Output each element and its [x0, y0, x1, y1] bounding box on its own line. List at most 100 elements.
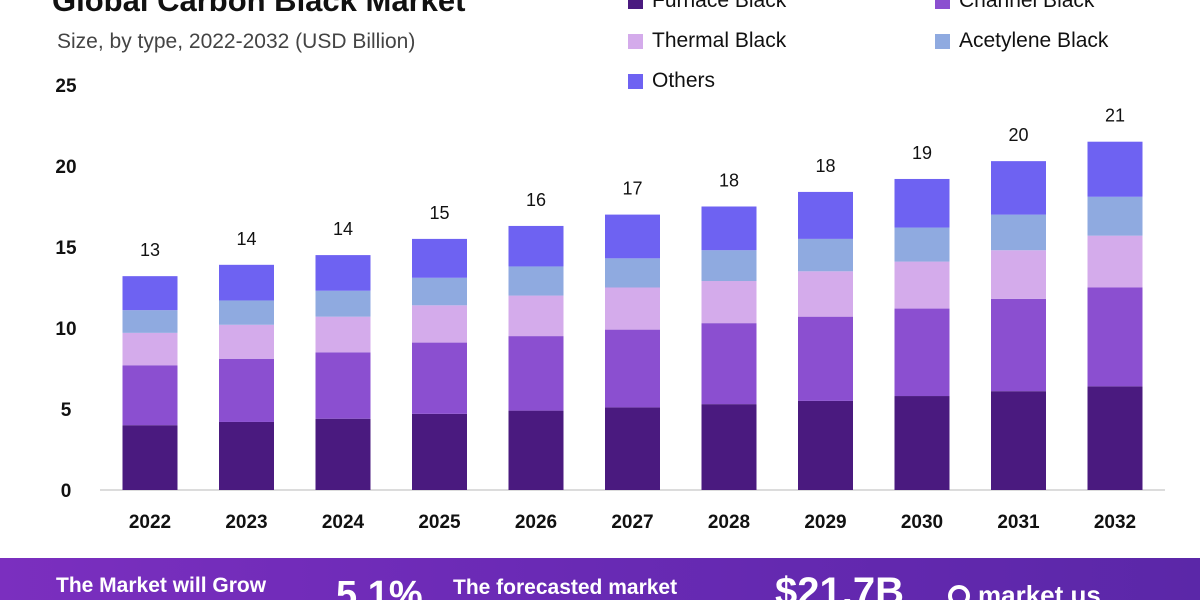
x-tick-label: 2026	[515, 512, 557, 533]
y-tick-label: 0	[61, 481, 72, 502]
bar-segment	[798, 400, 853, 490]
legend-label: Furnace Black	[652, 0, 787, 12]
bar-segment	[315, 316, 371, 353]
x-tick-label: 2028	[708, 512, 750, 533]
bar-segment	[1087, 235, 1143, 288]
legend-label: Thermal Black	[652, 29, 787, 52]
bar-segment	[701, 206, 757, 251]
legend-item: Thermal Black	[628, 29, 786, 53]
legend-swatch	[935, 0, 950, 9]
x-tick-label: 2025	[418, 512, 461, 533]
bar-segment	[701, 250, 757, 282]
legend-label: Others	[652, 69, 716, 92]
bar-segment	[605, 287, 660, 330]
brand-name: market.us	[978, 580, 1101, 600]
x-tick-label: 2024	[322, 512, 365, 533]
bar-total-label: 18	[815, 156, 835, 176]
y-tick-label: 20	[55, 157, 76, 178]
bar-segment	[605, 258, 660, 288]
bar-segment	[605, 214, 660, 259]
chart-title: Global Carbon Black Market	[52, 0, 466, 18]
bar-segment	[991, 298, 1046, 392]
legend-swatch	[628, 0, 643, 9]
bar-segment	[1087, 287, 1143, 387]
bar-total-label: 14	[333, 219, 353, 239]
x-tick-label: 2032	[1094, 512, 1136, 533]
bar-segment	[122, 276, 178, 311]
bar-total-label: 20	[1008, 125, 1028, 145]
legend-swatch	[628, 33, 643, 49]
forecast-text: The forecasted market	[453, 576, 678, 599]
bar-segment	[122, 425, 178, 490]
bar-total-label: 16	[526, 190, 546, 210]
chart-subtitle: Size, by type, 2022-2032 (USD Billion)	[57, 30, 416, 53]
x-tick-label: 2029	[804, 512, 846, 533]
bar-total-label: 15	[429, 203, 449, 223]
y-tick-label: 25	[55, 76, 77, 97]
bar-segment	[508, 266, 564, 296]
bar-segment	[412, 342, 467, 414]
bar-segment	[798, 191, 853, 239]
bar-total-label: 17	[622, 179, 642, 199]
bar-segment	[412, 413, 467, 490]
bar-segment	[508, 336, 564, 411]
legend-item: Acetylene Black	[935, 29, 1108, 53]
grow-text: The Market will Grow	[56, 574, 267, 597]
bar-segment	[122, 365, 178, 426]
bar-segment	[1087, 141, 1143, 197]
brand-logo-icon	[948, 584, 970, 600]
bar-segment	[219, 264, 274, 301]
x-tick-label: 2027	[611, 512, 653, 533]
bar-segment	[894, 261, 950, 309]
x-tick-label: 2023	[225, 512, 267, 533]
legend-label: Acetylene Black	[959, 29, 1109, 52]
bar-segment	[798, 238, 853, 272]
bar-segment	[315, 290, 371, 317]
bar-segment	[219, 358, 274, 422]
legend-item: Furnace Black	[628, 0, 786, 13]
bar-segment	[894, 308, 950, 397]
x-tick-label: 2031	[997, 512, 1040, 533]
bar-segment	[315, 352, 371, 419]
bar-segment	[122, 332, 178, 366]
bar-segment	[991, 250, 1046, 299]
bar-segment	[1087, 386, 1143, 490]
legend-swatch	[935, 33, 950, 49]
bar-segment	[219, 300, 274, 325]
legend-item: Others	[628, 69, 715, 93]
y-tick-label: 15	[55, 238, 77, 259]
bar-segment	[991, 161, 1046, 215]
bar-segment	[315, 418, 371, 490]
bar-segment	[605, 407, 660, 490]
bar-segment	[412, 305, 467, 343]
legend-label: Channel Black	[959, 0, 1095, 12]
bar-segment	[219, 421, 274, 490]
bar-segment	[508, 410, 564, 490]
legend-swatch	[628, 73, 643, 89]
bar-segment	[894, 396, 950, 490]
legend-item: Channel Black	[935, 0, 1094, 13]
bar-segment	[219, 324, 274, 359]
bar-segment	[701, 323, 757, 405]
y-tick-label: 10	[55, 319, 76, 340]
chart-legend: Furnace Black Channel Black Thermal Black A…	[0, 0, 1200, 110]
bar-total-label: 13	[140, 240, 160, 260]
x-tick-label: 2030	[901, 512, 943, 533]
bar-segment	[122, 310, 178, 333]
summary-banner: The Market will Grow 5.1% The forecasted…	[0, 558, 1200, 600]
brand-logo: market.us	[948, 580, 1101, 600]
y-tick-label: 5	[61, 400, 72, 421]
bar-segment	[605, 329, 660, 408]
bar-segment	[412, 238, 467, 278]
bar-segment	[991, 391, 1046, 490]
bar-segment	[798, 316, 853, 401]
bar-total-label: 19	[912, 143, 932, 163]
bar-segment	[894, 178, 950, 228]
bar-segment	[508, 295, 564, 337]
bar-segment	[894, 227, 950, 262]
bar-segment	[508, 225, 564, 267]
market-value: $21.7B	[775, 570, 904, 600]
bar-segment	[991, 214, 1046, 251]
bar-segment	[701, 281, 757, 324]
